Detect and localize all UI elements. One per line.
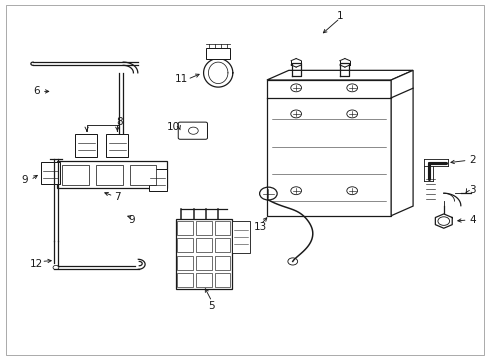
Bar — [267, 80, 391, 216]
Bar — [215, 238, 230, 252]
Text: 9: 9 — [22, 175, 28, 185]
Bar — [196, 256, 212, 270]
Bar — [177, 238, 193, 252]
Bar — [41, 162, 60, 184]
Text: 7: 7 — [114, 192, 121, 202]
Text: 5: 5 — [209, 301, 215, 311]
Text: 6: 6 — [33, 86, 40, 96]
Bar — [215, 273, 230, 287]
Text: 1: 1 — [337, 11, 343, 21]
Text: 4: 4 — [469, 215, 476, 225]
Polygon shape — [391, 70, 413, 216]
Bar — [96, 165, 122, 185]
Bar — [106, 134, 128, 157]
Bar — [232, 221, 250, 253]
Bar — [62, 165, 89, 185]
Bar — [177, 221, 193, 235]
Bar — [215, 256, 230, 270]
Bar — [196, 238, 212, 252]
Bar — [196, 273, 212, 287]
Bar — [176, 219, 232, 289]
Bar — [148, 169, 167, 192]
Bar — [196, 221, 212, 235]
Bar — [177, 273, 193, 287]
Bar — [177, 256, 193, 270]
Bar — [206, 48, 230, 59]
Text: 3: 3 — [469, 185, 476, 195]
Bar — [130, 165, 156, 185]
Text: 2: 2 — [469, 156, 476, 165]
FancyBboxPatch shape — [178, 122, 207, 139]
Text: 12: 12 — [30, 259, 43, 269]
Text: 9: 9 — [129, 215, 135, 225]
Bar — [57, 161, 167, 188]
Bar — [75, 134, 98, 157]
Text: 8: 8 — [116, 117, 122, 127]
Polygon shape — [267, 70, 413, 80]
Text: 13: 13 — [254, 222, 267, 232]
Text: 10: 10 — [166, 122, 179, 132]
Bar — [215, 221, 230, 235]
Text: 11: 11 — [175, 74, 188, 84]
